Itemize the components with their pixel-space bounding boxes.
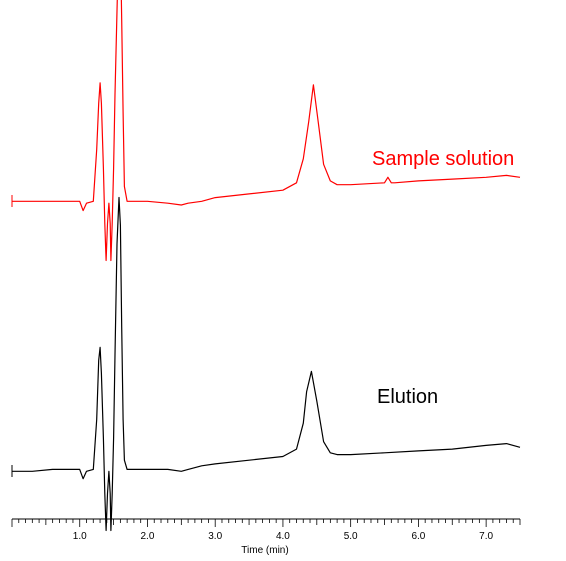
series-line-sample-solution [12,0,521,262]
time-axis-tick-labels: 1.0 2.0 3.0 4.0 5.0 6.0 7.0 [73,531,494,542]
time-axis [11,518,521,527]
x-tick-label: 2.0 [141,531,155,542]
series-line-elution [12,196,521,532]
series-label-sample-solution: Sample solution [372,148,514,170]
x-tick-label: 3.0 [208,531,222,542]
x-tick-label: 7.0 [479,531,493,542]
x-tick-label: 4.0 [276,531,290,542]
x-tick-label: 5.0 [344,531,358,542]
x-tick-label: 1.0 [73,531,87,542]
x-tick-label: 6.0 [411,531,425,542]
time-axis-title: Time (min) [241,545,288,556]
chromatogram-traces [11,0,521,532]
series-label-elution: Elution [377,386,438,408]
